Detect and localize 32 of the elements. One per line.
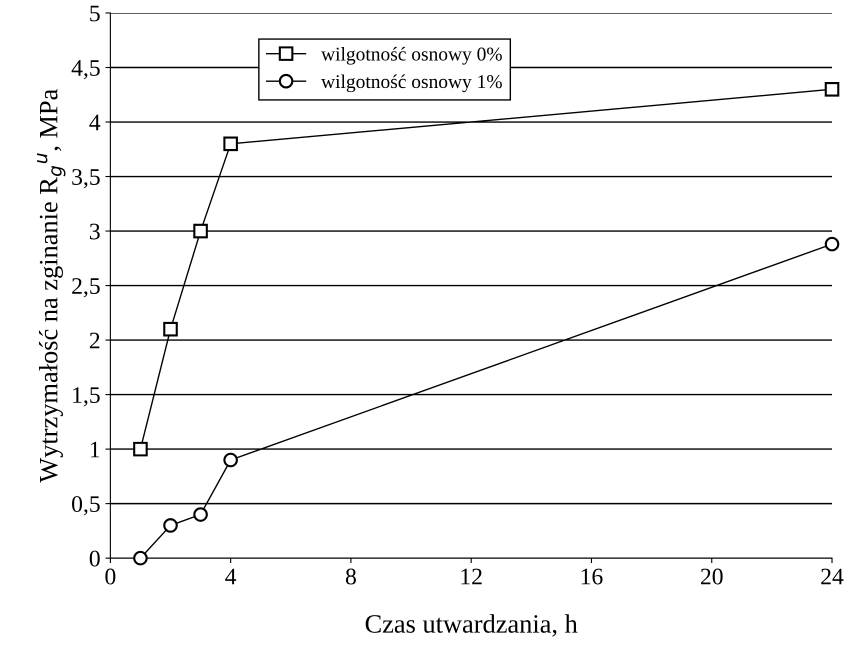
y-tick-label: 0	[90, 550, 100, 567]
y-tick-label: 1	[90, 442, 100, 458]
point	[824, 236, 840, 252]
x-tick-label: 0	[105, 568, 116, 584]
y-tick-label: 4	[89, 114, 100, 130]
point	[193, 507, 208, 522]
y-axis-title: Wytrzymałość na zginanie R$_{g}$$^{u}$, MPa	[37, 89, 66, 483]
y-tick-label: 3	[90, 224, 100, 240]
x-tick-label: 12	[461, 568, 482, 584]
y-tick-label: 2,5	[72, 278, 100, 298]
point	[824, 82, 840, 97]
x-axis-title: Czas utwardzania, h	[366, 614, 578, 637]
x-tick-label: 16	[582, 568, 603, 584]
point	[163, 518, 178, 533]
x-tick-label: 8	[346, 568, 356, 584]
legend-label: wilgotność osnowy 0%	[321, 46, 502, 65]
point	[133, 550, 148, 566]
y-tick-label: 0,5	[72, 496, 100, 516]
y-tick-label: 2	[90, 332, 100, 348]
point	[193, 224, 208, 238]
y-tick-label: 5	[90, 6, 100, 22]
point	[133, 442, 148, 456]
y-tick-label: 1,5	[73, 387, 100, 406]
x-tick-label: 4	[225, 568, 236, 584]
y-tick-label: 3,5	[72, 169, 100, 188]
y-tick-label: 4,5	[72, 60, 100, 80]
point	[163, 322, 178, 336]
legend-label: wilgotność osnowy 1%	[321, 74, 502, 92]
point	[223, 452, 238, 468]
x-tick-label: 24	[821, 568, 844, 584]
point	[223, 136, 238, 152]
x-tick-label: 20	[700, 568, 723, 584]
